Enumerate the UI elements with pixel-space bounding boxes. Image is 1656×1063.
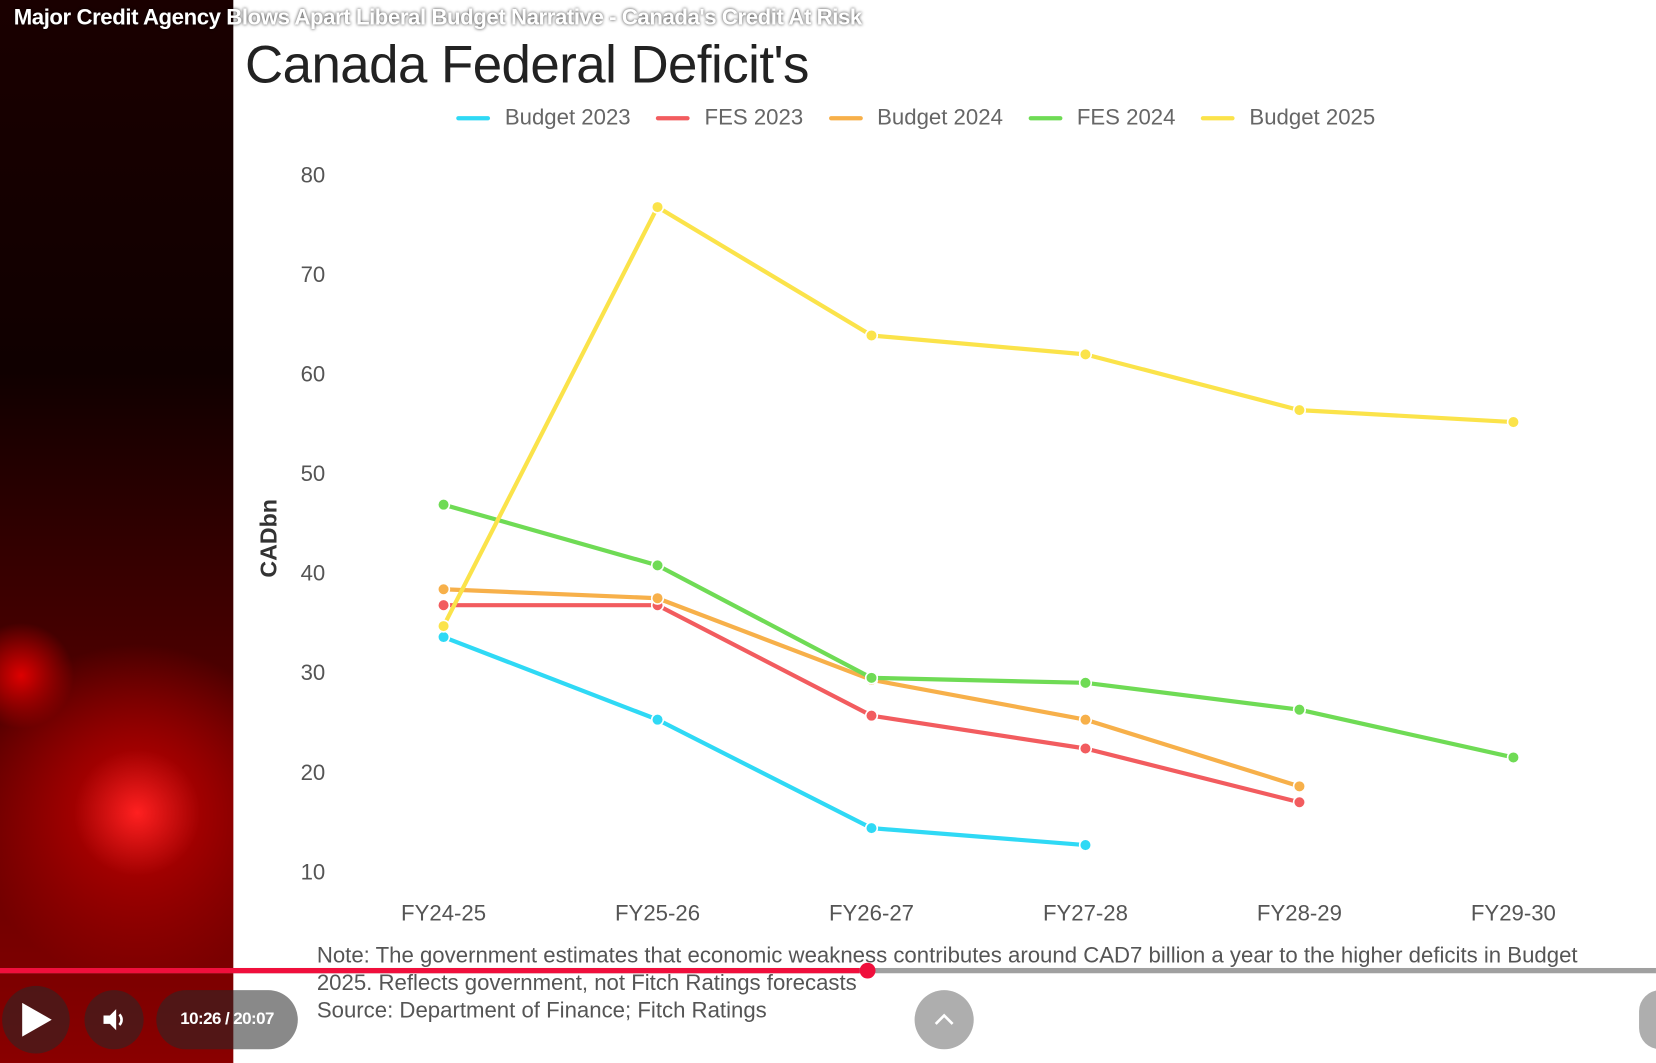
chart-legend: Budget 2023 FES 2023 Budget 2024 FES 2024 Bu… [456,106,1375,131]
data-point [650,591,665,605]
legend-swatch [1028,116,1063,121]
data-point [650,713,665,727]
chart-slide [233,0,1656,1063]
legend-item: Budget 2025 [1200,105,1376,131]
y-tick-label: 70 [301,262,326,287]
series-line [442,635,1086,848]
legend-item: Budget 2024 [828,105,1003,131]
play-button[interactable] [2,985,70,1054]
data-point [1292,795,1307,809]
legend-label: FES 2024 [1076,105,1176,130]
legend-label: FES 2023 [704,105,804,130]
x-tick-label: FY27-28 [1043,900,1128,925]
legend-swatch [828,116,863,121]
y-tick-label: 80 [301,163,326,188]
video-title: Major Credit Agency Blows Apart Liberal … [13,5,863,30]
legend-item: FES 2023 [655,105,804,131]
progress-bar[interactable] [0,962,1656,979]
play-icon [22,1002,52,1037]
data-point [864,821,879,835]
time-display: 10:26 / 20:07 [156,990,298,1050]
volume-icon [103,1009,123,1031]
side-button[interactable] [1639,990,1656,1050]
data-point [1078,347,1093,361]
chevron-up-icon [934,1013,954,1025]
x-tick-label: FY28-29 [1257,900,1342,925]
video-background [0,0,234,1063]
line-chart: CADbn 10 20 30 40 50 60 70 80 FY24-25 FY25-26 FY26… [256,163,1556,926]
expand-button[interactable] [914,990,974,1050]
legend-swatch [1200,116,1235,121]
series-line [441,204,1514,628]
y-tick-label: 30 [301,660,326,685]
chart-source: Source: Department of Finance; Fitch Rat… [316,998,767,1023]
progress-fill [0,967,860,974]
y-tick-label: 60 [301,362,326,387]
data-point [1506,750,1520,765]
y-axis-label: CADbn [256,499,282,578]
data-point [1292,703,1307,717]
legend-label: Budget 2025 [1249,105,1376,130]
chart-note-line2: 2025. Reflects government, not Fitch Rat… [316,971,857,996]
data-point [436,598,451,612]
data-point [436,582,451,596]
volume-button[interactable] [84,990,144,1050]
legend-item: FES 2024 [1028,106,1175,131]
legend-label: Budget 2024 [877,105,1003,130]
y-tick-label: 40 [301,561,326,586]
series-line [442,502,1514,760]
x-tick-label: FY26-27 [829,900,914,925]
data-point [650,200,665,214]
x-tick-label: FY25-26 [615,900,700,925]
chart-notes: Note: The government estimates that econ… [317,943,1637,1025]
series-line [443,603,1300,805]
y-tick-label: 50 [301,461,326,486]
legend-swatch [655,116,690,121]
chart-note-line1: Note: The government estimates that econ… [316,943,1578,968]
data-point [436,619,451,633]
data-point [1292,779,1307,793]
data-point [864,328,879,343]
legend-swatch [456,116,491,121]
legend-item: Budget 2023 [456,105,631,131]
data-point [1078,838,1093,852]
data-point [436,498,451,512]
data-point [650,558,665,572]
data-point [864,671,879,685]
data-point [436,630,451,644]
chart-title: Canada Federal Deficit's [245,34,809,94]
data-point [1078,676,1093,690]
data-point [1078,713,1093,727]
data-point [1292,403,1307,417]
x-tick-label: FY29-30 [1471,900,1556,925]
y-tick-label: 10 [301,859,326,884]
legend-label: Budget 2023 [504,105,631,130]
y-tick-label: 20 [301,760,326,785]
data-point [1506,415,1520,429]
data-point [864,709,879,723]
data-point [1078,741,1093,756]
progress-scrubber-handle[interactable] [859,962,876,979]
x-tick-label: FY24-25 [401,900,486,925]
